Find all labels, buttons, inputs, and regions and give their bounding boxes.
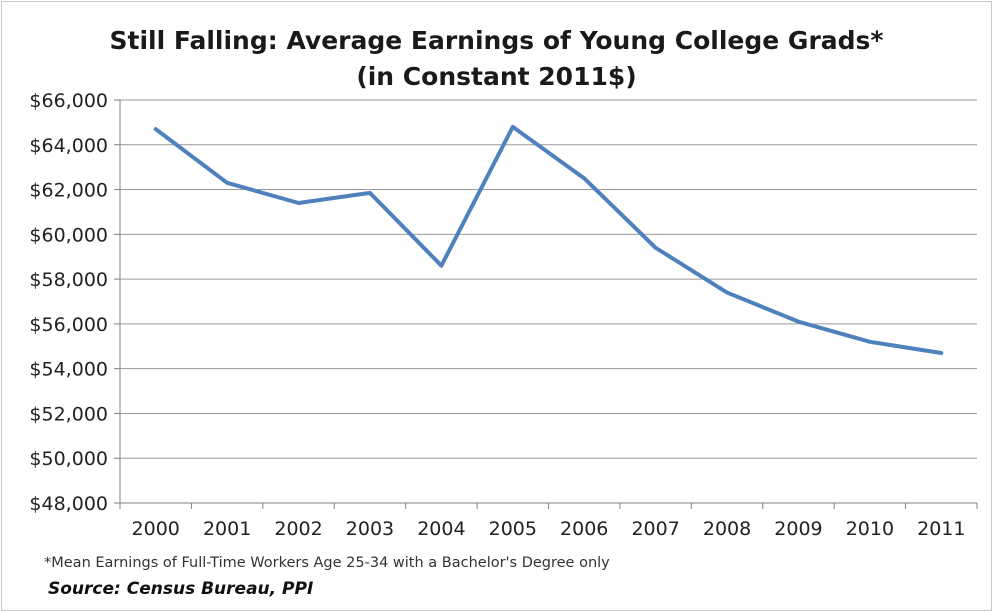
y-tick-label: $48,000 — [29, 493, 108, 515]
x-tick-label: 2008 — [703, 518, 751, 540]
x-tick-label: 2004 — [417, 518, 465, 540]
y-tick-label: $60,000 — [29, 224, 108, 246]
y-tick-label: $64,000 — [29, 135, 108, 157]
x-tick-label: 2010 — [846, 518, 894, 540]
x-tick-label: 2006 — [560, 518, 608, 540]
x-tick-label: 2011 — [917, 518, 965, 540]
x-tick-label: 2005 — [489, 518, 537, 540]
y-tick-label: $62,000 — [29, 180, 108, 202]
y-tick-label: $50,000 — [29, 448, 108, 470]
y-tick-label: $52,000 — [29, 403, 108, 425]
chart-subtitle: (in Constant 2011$) — [356, 62, 637, 91]
y-tick-label: $56,000 — [29, 314, 108, 336]
x-tick-label: 2000 — [132, 518, 180, 540]
x-tick-label: 2003 — [346, 518, 394, 540]
series-line — [153, 124, 944, 355]
x-tick-label: 2002 — [274, 518, 322, 540]
chart-title: Still Falling: Average Earnings of Young… — [109, 26, 884, 55]
y-tick-label: $58,000 — [29, 269, 108, 291]
x-tick-label: 2001 — [203, 518, 251, 540]
x-tick-label: 2007 — [631, 518, 679, 540]
y-tick-label: $54,000 — [29, 359, 108, 381]
y-tick-label: $66,000 — [29, 90, 108, 112]
chart-footnote: *Mean Earnings of Full-Time Workers Age … — [44, 555, 610, 571]
x-tick-label: 2009 — [774, 518, 822, 540]
chart-source: Source: Census Bureau, PPI — [48, 579, 314, 599]
